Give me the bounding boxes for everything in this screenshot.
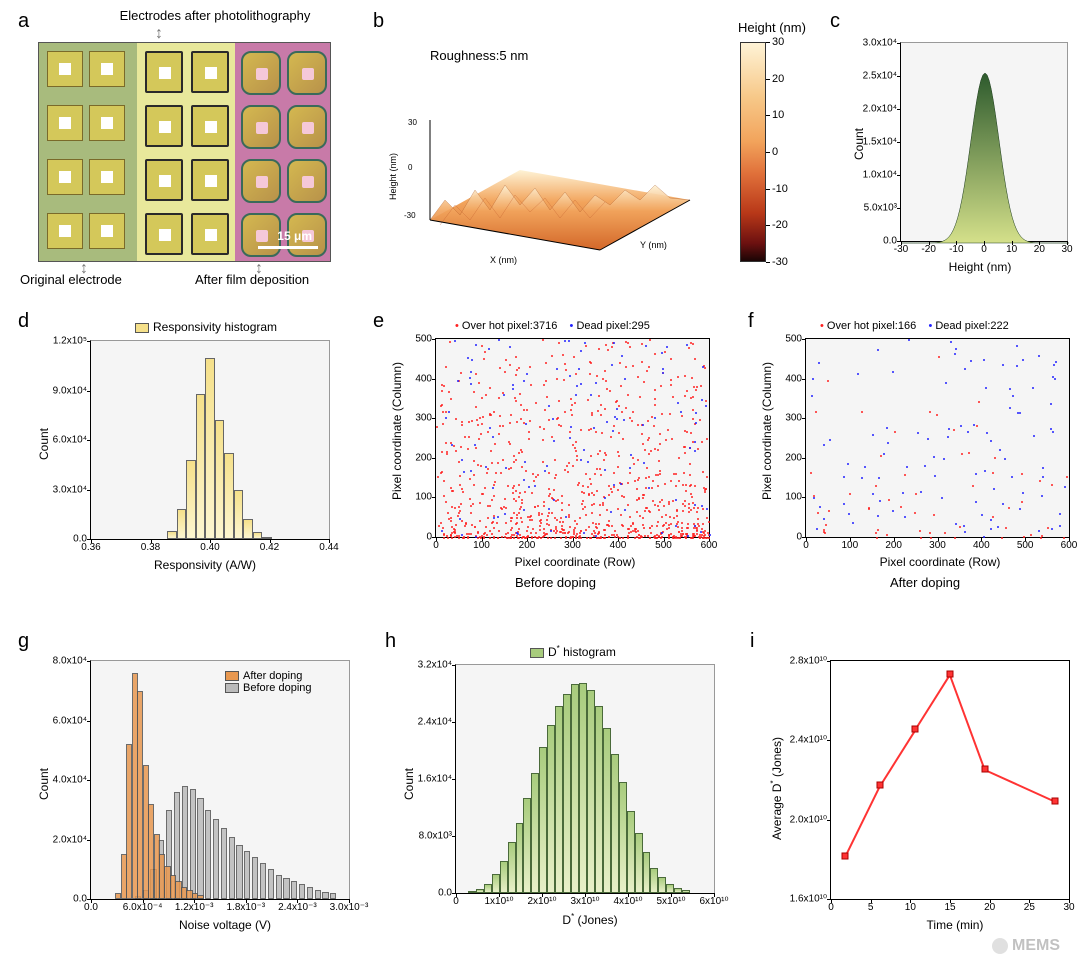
panel-d: Responsivity histogram 0.03.0x10⁴6.0x10⁴… xyxy=(35,320,335,590)
panel-label-a: a xyxy=(18,10,29,33)
g-legend: After doping Before doping xyxy=(225,670,312,694)
d-xlabel: Responsivity (A/W) xyxy=(135,558,275,572)
h-title-text: D* histogram xyxy=(548,645,616,659)
panel-label-f: f xyxy=(748,310,754,333)
plot-i-frame: 1.6x10¹⁰2.0x10¹⁰2.4x10¹⁰2.8x10¹⁰05101520… xyxy=(830,660,1070,900)
b-xlabel: X (nm) xyxy=(490,255,517,265)
f-xlabel: Pixel coordinate (Row) xyxy=(860,555,1020,569)
d-title-text: Responsivity histogram xyxy=(153,320,277,334)
plot-e-frame: 01002003004005000100200300400500600 xyxy=(435,338,710,538)
c-ylabel: Count xyxy=(852,128,866,160)
e-legend: • Over hot pixel:3716 • Dead pixel:295 xyxy=(455,320,650,332)
h-ylabel: Count xyxy=(402,768,416,800)
panel-f: • Over hot pixel:166 • Dead pixel:222 01… xyxy=(760,320,1075,610)
b-zlabel: Height (nm) xyxy=(388,153,398,200)
colorbar xyxy=(740,42,766,262)
h-title: D* histogram xyxy=(530,644,616,659)
colorbar-ticks: 3020100-10-20-30 xyxy=(772,42,802,262)
panel-label-h: h xyxy=(385,630,396,653)
panel-label-e: e xyxy=(373,310,384,333)
panel-a-micrograph: placeholder 15 μm xyxy=(38,42,331,262)
panel-label-g: g xyxy=(18,630,29,653)
g-ylabel: Count xyxy=(37,768,51,800)
e-xlabel: Pixel coordinate (Row) xyxy=(495,555,655,569)
e-caption: Before doping xyxy=(515,575,596,590)
caption-a-left: Original electrode xyxy=(20,272,122,287)
c-xlabel: Height (nm) xyxy=(930,260,1030,274)
panel-c-histogram: 0.05.0x10³1.0x10⁴1.5x10⁴2.0x10⁴2.5x10⁴3.… xyxy=(850,30,1070,285)
e-dead-label: Dead pixel:295 xyxy=(576,320,649,332)
panel-label-b: b xyxy=(373,10,384,33)
svg-text:0: 0 xyxy=(408,163,413,172)
d-title: Responsivity histogram xyxy=(135,320,277,334)
panel-label-c: c xyxy=(830,10,840,33)
roughness-label: Roughness:5 nm xyxy=(430,48,528,63)
g-legend-1: Before doping xyxy=(243,682,312,694)
arrow-a-bl: ↕ xyxy=(80,260,88,278)
watermark: MEMS xyxy=(992,937,1060,955)
caption-a-right: After film deposition xyxy=(195,272,309,287)
svg-text:30: 30 xyxy=(408,118,417,127)
panel-label-d: d xyxy=(18,310,29,333)
h-xlabel: D* (Jones) xyxy=(530,912,650,927)
panel-i: 1.6x10¹⁰2.0x10¹⁰2.4x10¹⁰2.8x10¹⁰05101520… xyxy=(765,650,1075,950)
b-ylabel: Y (nm) xyxy=(640,240,667,250)
f-ylabel: Pixel coordinate (Column) xyxy=(760,362,774,500)
g-legend-0: After doping xyxy=(243,670,302,682)
f-legend: • Over hot pixel:166 • Dead pixel:222 xyxy=(820,320,1009,332)
svg-text:-30: -30 xyxy=(404,211,416,220)
g-xlabel: Noise voltage (V) xyxy=(155,918,295,932)
plot-f-frame: 01002003004005000100200300400500600 xyxy=(805,338,1070,538)
f-caption: After doping xyxy=(890,575,960,590)
colorbar-title: Height (nm) xyxy=(738,20,806,35)
arrow-a-br: ↕ xyxy=(255,260,263,278)
panel-e: • Over hot pixel:3716 • Dead pixel:295 0… xyxy=(385,320,715,610)
d-ylabel: Count xyxy=(37,428,51,460)
f-dead-label: Dead pixel:222 xyxy=(935,320,1008,332)
i-xlabel: Time (min) xyxy=(905,918,1005,932)
plot-c-frame: 0.05.0x10³1.0x10⁴1.5x10⁴2.0x10⁴2.5x10⁴3.… xyxy=(900,42,1068,242)
e-hot-label: Over hot pixel:3716 xyxy=(462,320,557,332)
f-hot-label: Over hot pixel:166 xyxy=(827,320,916,332)
panel-h: D* histogram 0.08.0x10³1.6x10⁴2.4x10⁴3.2… xyxy=(400,640,720,950)
gaussian-curve xyxy=(901,43,1069,243)
plot-g-frame: 0.02.0x10⁴4.0x10⁴6.0x10⁴8.0x10⁴0.06.0x10… xyxy=(90,660,350,900)
panel-b-3dsurface: 30 0 -30 Height (nm) X (nm) Y (nm) xyxy=(380,70,710,270)
caption-a-top: Electrodes after photolithography xyxy=(90,8,340,23)
panel-g: 0.02.0x10⁴4.0x10⁴6.0x10⁴8.0x10⁴0.06.0x10… xyxy=(35,650,355,950)
e-ylabel: Pixel coordinate (Column) xyxy=(390,362,404,500)
panel-label-i: i xyxy=(750,630,754,653)
arrow-a-top: ↕ xyxy=(155,25,163,43)
i-ylabel: Average D* (Jones) xyxy=(769,737,784,840)
plot-d-frame: 0.03.0x10⁴6.0x10⁴9.0x10⁴1.2x10⁵0.360.380… xyxy=(90,340,330,540)
plot-h-frame: 0.08.0x10³1.6x10⁴2.4x10⁴3.2x10⁴01x10¹⁰2x… xyxy=(455,664,715,894)
